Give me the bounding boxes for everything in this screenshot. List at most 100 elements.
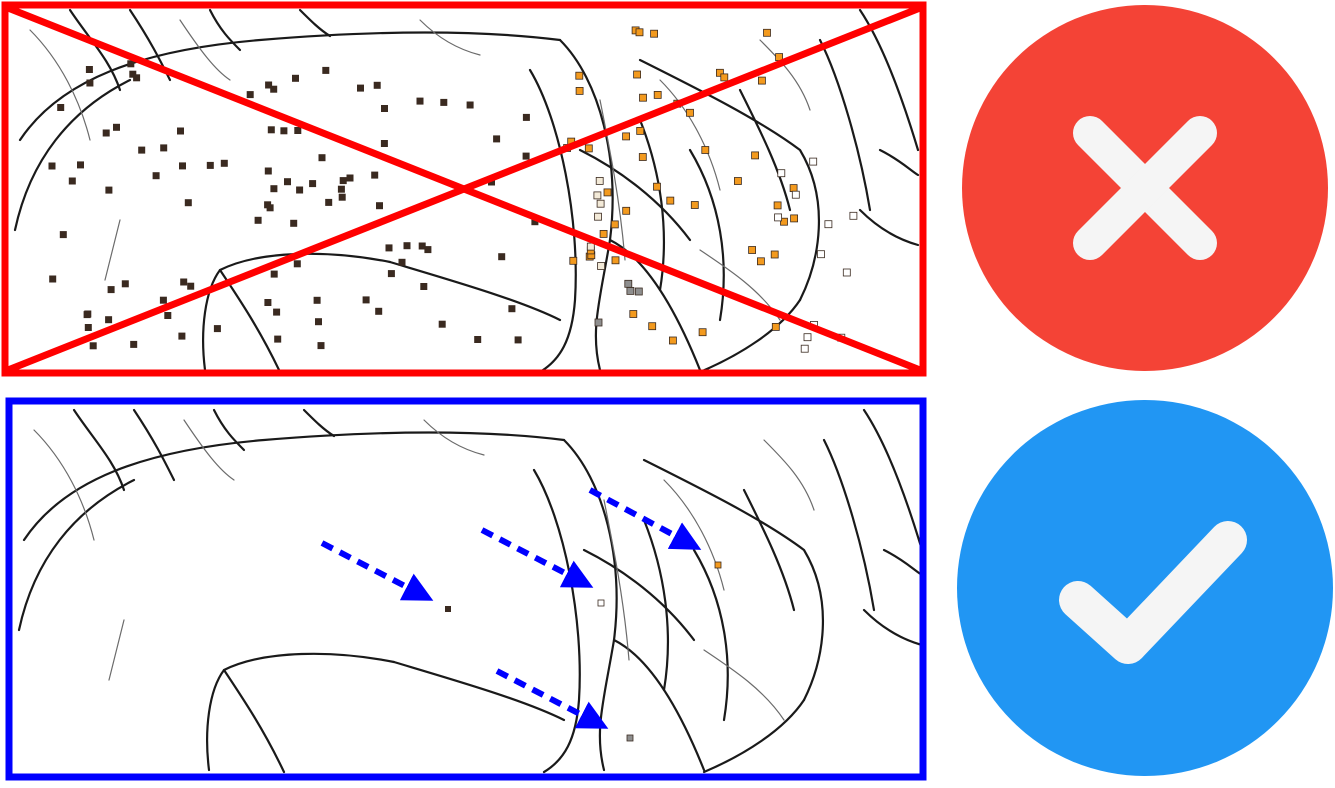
hint-dot bbox=[648, 322, 657, 331]
hint-dot bbox=[180, 278, 188, 286]
hint-dot bbox=[514, 336, 522, 344]
hint-dot bbox=[508, 305, 516, 313]
hint-dot bbox=[403, 242, 411, 250]
hint-dot bbox=[184, 199, 192, 207]
hint-dot bbox=[77, 161, 84, 169]
hint-dot bbox=[586, 242, 595, 251]
hint-dot bbox=[57, 104, 65, 111]
hint-dot bbox=[770, 250, 779, 259]
hint-dot bbox=[68, 177, 76, 185]
hint-dot bbox=[594, 212, 602, 221]
hint-dot bbox=[757, 257, 765, 266]
hint-dot bbox=[622, 206, 631, 215]
wrong-badge bbox=[962, 5, 1328, 371]
hint-dot bbox=[107, 286, 115, 294]
hint-dot bbox=[385, 244, 393, 252]
hint-dot bbox=[178, 332, 186, 340]
correct-badge bbox=[957, 400, 1333, 776]
hint-dot bbox=[734, 177, 742, 185]
hint-dot bbox=[129, 70, 137, 78]
hint-dot bbox=[416, 97, 424, 105]
hint-dot bbox=[387, 270, 395, 278]
hint-dot bbox=[265, 81, 273, 89]
hint-dot bbox=[177, 127, 184, 135]
hint-dot bbox=[599, 229, 608, 238]
hint-dot bbox=[595, 176, 604, 185]
hint-dot bbox=[638, 153, 647, 161]
hint-dot bbox=[653, 91, 662, 99]
hint-dot bbox=[698, 328, 707, 337]
hint-dot bbox=[179, 162, 186, 170]
hint-dot bbox=[362, 296, 370, 304]
sparse-hint-dots bbox=[445, 561, 722, 742]
hint-dot bbox=[690, 201, 699, 209]
hint-dot bbox=[438, 320, 446, 328]
hint-dot bbox=[49, 275, 57, 283]
hint-dot bbox=[790, 214, 798, 223]
hint-dot bbox=[686, 108, 694, 117]
hint-dot bbox=[309, 180, 317, 188]
wrong-example-panel bbox=[1, 1, 927, 377]
hint-dot bbox=[634, 287, 643, 296]
hint-dot bbox=[325, 198, 333, 206]
wrong-panel-frame bbox=[1, 1, 927, 377]
hint-dot bbox=[817, 250, 825, 259]
correct-badge-circle bbox=[957, 400, 1333, 776]
hint-dot bbox=[635, 28, 644, 37]
hint-dot bbox=[357, 84, 364, 92]
hint-dot bbox=[748, 246, 756, 254]
hint-dot bbox=[626, 734, 634, 742]
hint-dot bbox=[381, 105, 388, 112]
hint-dot bbox=[322, 66, 330, 74]
hint-dot bbox=[89, 342, 97, 350]
hint-dot bbox=[294, 127, 302, 134]
hint-dot bbox=[701, 146, 710, 154]
hint-dot bbox=[666, 196, 675, 205]
hint-dot bbox=[290, 219, 298, 227]
hint-dot bbox=[780, 217, 788, 226]
hint-dot bbox=[105, 316, 113, 324]
hint-dot bbox=[758, 76, 766, 85]
hint-dot bbox=[213, 325, 221, 333]
hint-dot bbox=[284, 178, 291, 186]
hint-dot bbox=[594, 318, 603, 327]
hint-dot bbox=[774, 213, 782, 222]
hint-dot bbox=[584, 144, 593, 153]
hint-dot bbox=[493, 135, 501, 143]
hint-dot bbox=[113, 123, 120, 131]
hint-dot bbox=[636, 127, 645, 135]
hint-dot bbox=[264, 167, 272, 175]
check-icon bbox=[1059, 521, 1247, 664]
hint-dot bbox=[105, 186, 113, 194]
hint-dot bbox=[622, 132, 630, 141]
hint-dot bbox=[83, 311, 91, 319]
hint-dot bbox=[264, 201, 272, 209]
hint-dot bbox=[720, 73, 729, 82]
hint-dot bbox=[296, 186, 304, 194]
hint-dot bbox=[220, 159, 228, 167]
hint-dot bbox=[803, 333, 812, 342]
close-icon bbox=[1073, 116, 1217, 260]
hint-dot bbox=[133, 74, 141, 82]
hint-dot bbox=[531, 218, 539, 226]
hint-dot bbox=[791, 190, 800, 199]
hint-dot bbox=[313, 296, 321, 304]
hint-dot bbox=[160, 144, 168, 152]
hint-dot bbox=[398, 258, 406, 266]
hint-dot bbox=[346, 174, 354, 182]
hint-dot bbox=[809, 157, 818, 166]
hint-dot bbox=[274, 335, 282, 343]
hint-dot bbox=[206, 161, 214, 169]
correct-panel-frame bbox=[5, 397, 927, 781]
hint-dot bbox=[59, 231, 67, 239]
hint-dot bbox=[597, 599, 605, 607]
hint-dot bbox=[714, 561, 722, 569]
hint-dot bbox=[474, 336, 482, 343]
correct-sketch-image bbox=[12, 404, 920, 776]
hint-dot bbox=[338, 193, 346, 201]
hint-dot bbox=[317, 342, 325, 350]
hint-dot bbox=[270, 85, 278, 93]
hint-dot bbox=[164, 312, 172, 319]
hint-dot bbox=[127, 60, 135, 68]
